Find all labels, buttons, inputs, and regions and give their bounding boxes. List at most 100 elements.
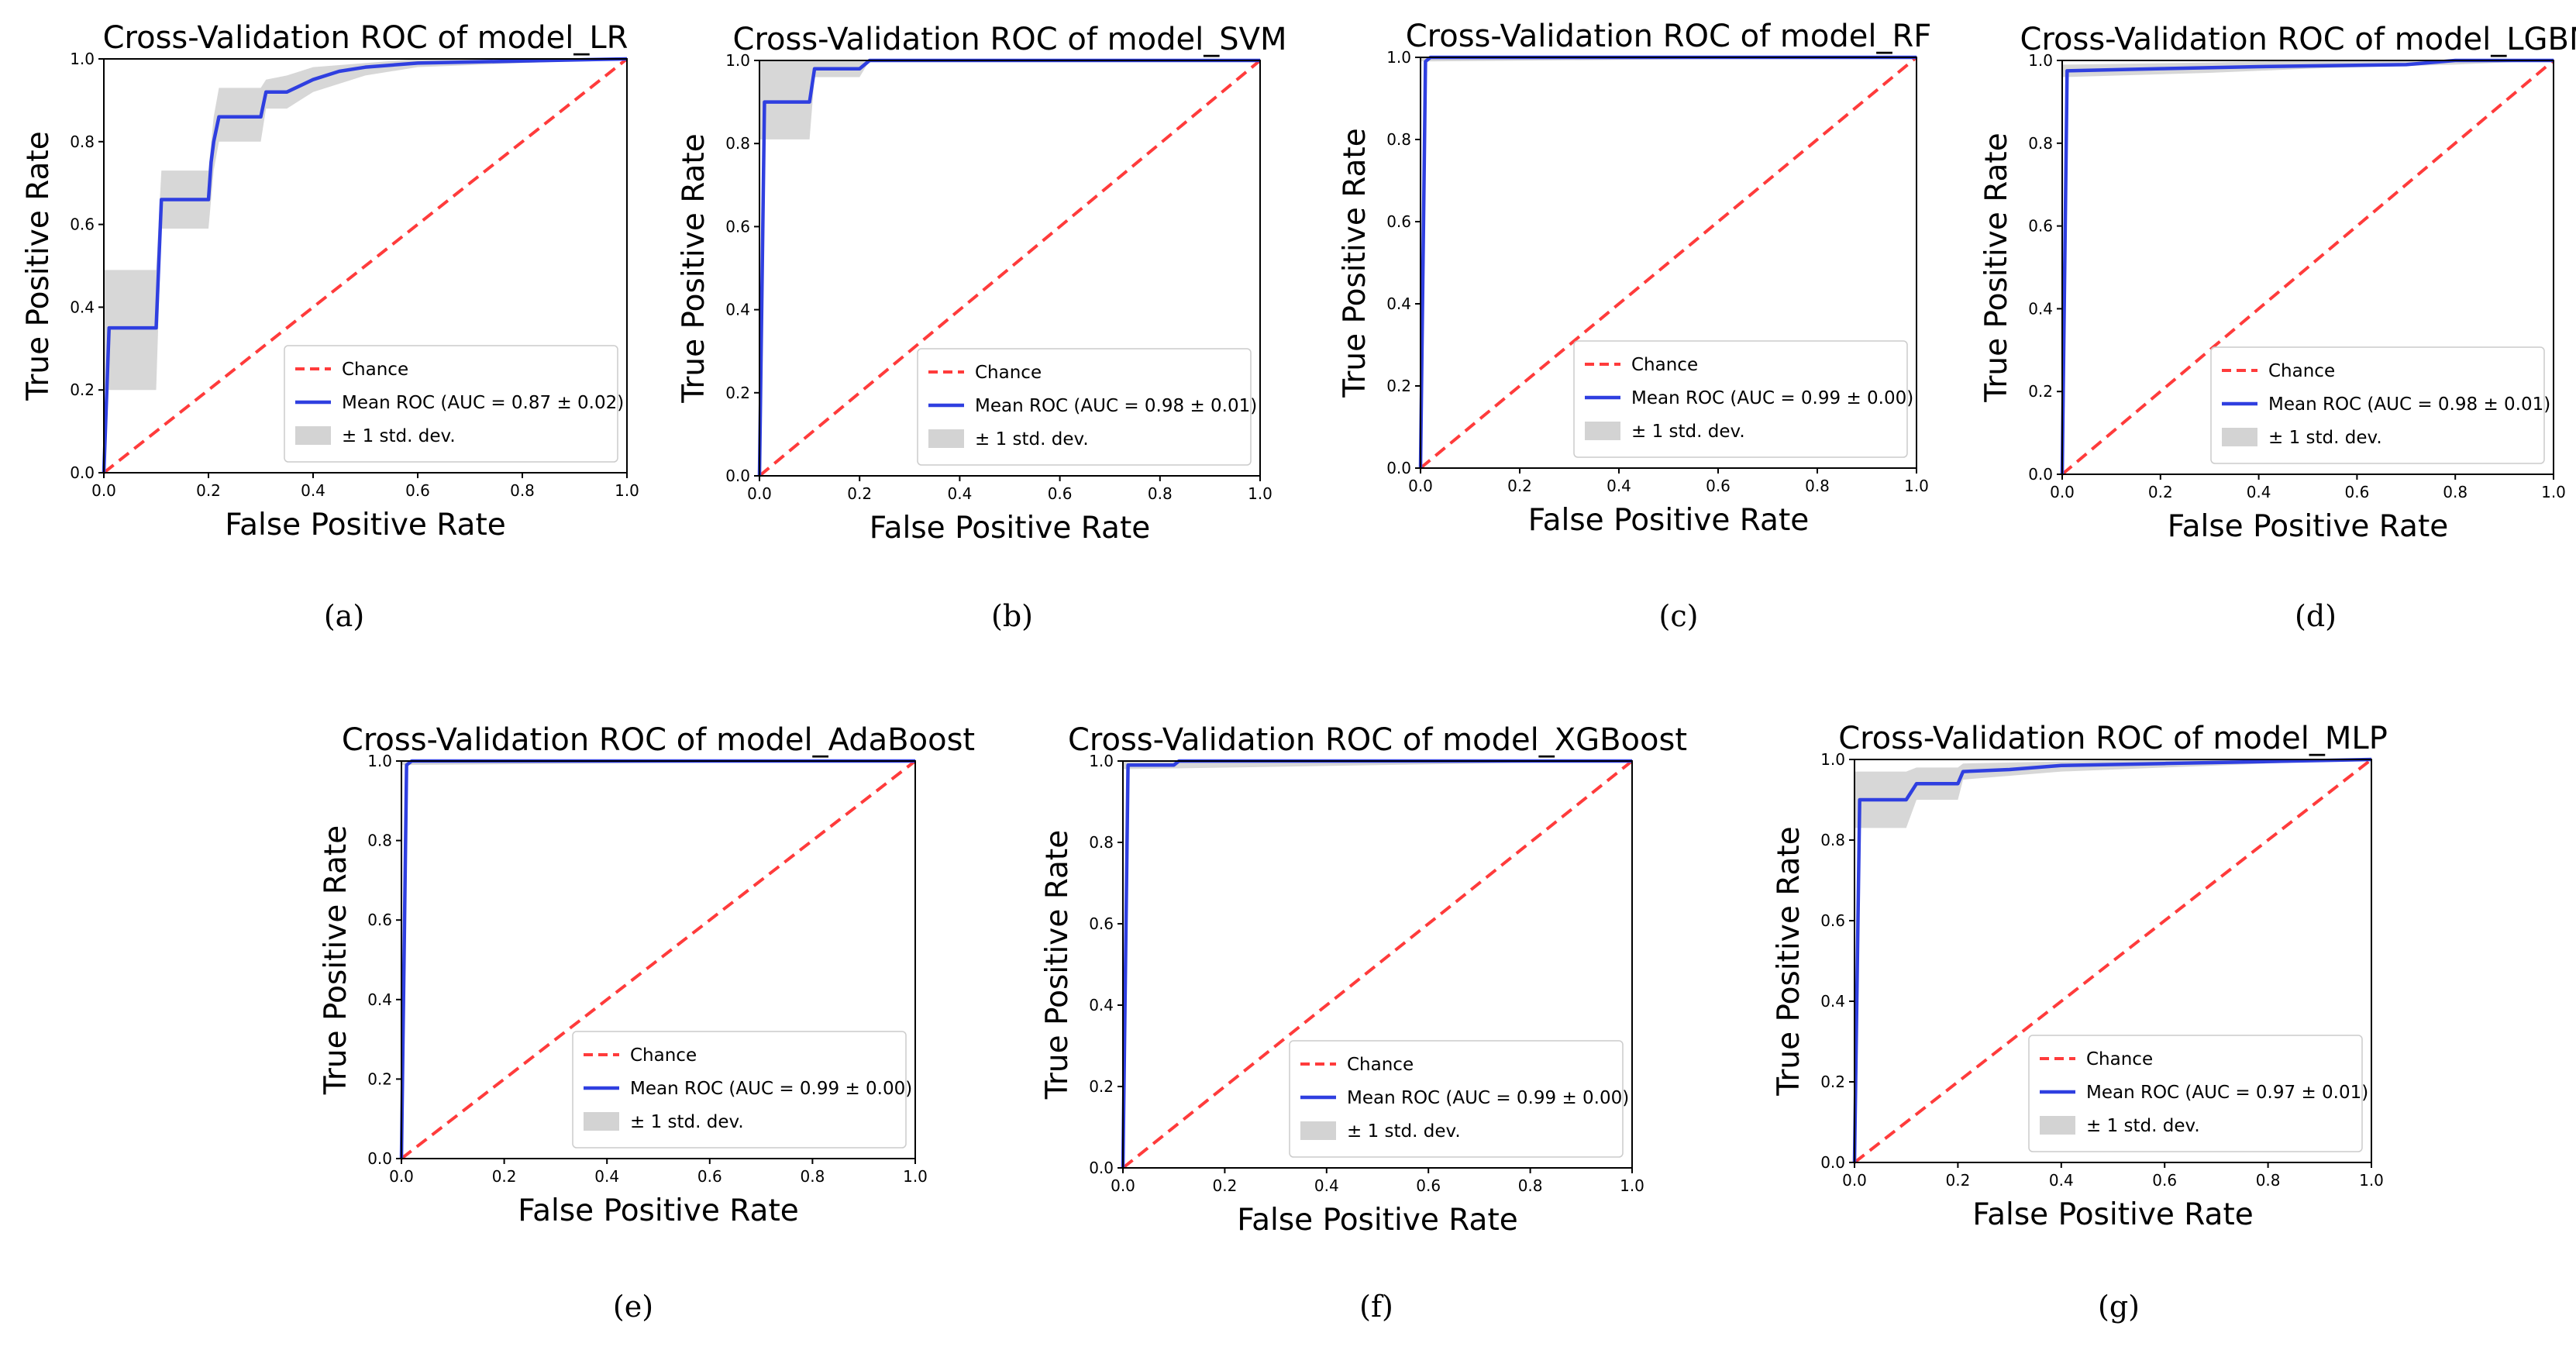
legend-chance-label: Chance xyxy=(342,360,408,380)
x-tick-label: 1.0 xyxy=(1248,484,1273,503)
panel-caption: (b) xyxy=(991,599,1033,633)
y-tick-label: 0.8 xyxy=(1089,833,1114,852)
x-axis-label: False Positive Rate xyxy=(225,508,505,542)
x-tick-label: 0.0 xyxy=(1111,1176,1135,1195)
chart-title: Cross-Validation ROC of model_LGBM xyxy=(2020,22,2576,57)
y-tick-label: 0.6 xyxy=(367,911,392,929)
legend-box xyxy=(284,345,618,463)
x-axis-label: False Positive Rate xyxy=(1972,1197,2253,1232)
x-tick-label: 0.4 xyxy=(594,1167,619,1186)
x-axis-label: False Positive Rate xyxy=(870,511,1150,546)
legend-band-label: ± 1 std. dev. xyxy=(2086,1116,2200,1136)
legend-band-swatch xyxy=(2040,1116,2075,1135)
roc-chart: Cross-Validation ROC of model_RF 0.0 0.2 0.… xyxy=(1338,19,1931,538)
x-axis-label: False Positive Rate xyxy=(1237,1203,1517,1238)
y-tick-label: 1.0 xyxy=(725,51,750,70)
y-tick-label: 0.2 xyxy=(1089,1077,1114,1096)
x-tick-label: 0.0 xyxy=(747,484,772,503)
chart-title: Cross-Validation ROC of model_MLP xyxy=(1838,721,2388,756)
legend: Chance Mean ROC (AUC = 0.97 ± 0.01) ± 1 st… xyxy=(2028,1035,2368,1152)
axes-frame xyxy=(1854,759,2372,1163)
chance-line xyxy=(1853,758,2373,1164)
axes-frame xyxy=(2061,60,2554,475)
legend-chance-label: Chance xyxy=(1631,355,1698,375)
y-tick-label: 0.4 xyxy=(70,298,95,316)
y-tick-label: 0.4 xyxy=(367,990,392,1009)
panel-caption: (c) xyxy=(1658,599,1699,633)
x-tick-label: 0.6 xyxy=(405,481,430,500)
legend-band-swatch xyxy=(1300,1121,1336,1140)
y-tick-label: 0.2 xyxy=(367,1069,392,1088)
y-tick-label: 0.8 xyxy=(725,134,750,153)
axes-frame xyxy=(103,58,628,474)
panel-caption: (d) xyxy=(2295,599,2337,633)
legend-box xyxy=(2210,346,2545,464)
y-tick-label: 0.0 xyxy=(70,463,95,482)
y-tick-label: 0.6 xyxy=(1386,212,1411,231)
y-axis-label: True Positive Rate xyxy=(1979,133,2014,402)
y-tick-label: 0.2 xyxy=(725,384,750,402)
chart-title: Cross-Validation ROC of model_AdaBoost xyxy=(342,722,975,758)
x-tick-label: 1.0 xyxy=(2359,1171,2384,1190)
legend-band-label: ± 1 std. dev. xyxy=(1631,422,1745,442)
x-tick-label: 0.8 xyxy=(1148,484,1173,503)
y-tick-label: 0.8 xyxy=(1820,831,1845,849)
std-dev-band xyxy=(759,60,1260,139)
legend-band-swatch xyxy=(2222,428,2257,446)
legend-roc-label: Mean ROC (AUC = 0.87 ± 0.02) xyxy=(342,393,624,413)
chart-title: Cross-Validation ROC of model_XGBoost xyxy=(1068,722,1687,758)
x-tick-label: 0.2 xyxy=(492,1167,517,1186)
x-axis-label: False Positive Rate xyxy=(2168,509,2448,544)
y-axis-label: True Positive Rate xyxy=(677,133,711,403)
legend-roc-label: Mean ROC (AUC = 0.99 ± 0.00) xyxy=(1631,388,1913,408)
std-dev-band xyxy=(1855,759,2371,828)
legend-box xyxy=(1573,340,1908,458)
roc-panel: Cross-Validation ROC of model_XGBoost 0.0… xyxy=(1038,715,1687,1253)
legend-roc-label: Mean ROC (AUC = 0.99 ± 0.00) xyxy=(1347,1088,1629,1108)
legend-chance-label: Chance xyxy=(1347,1055,1414,1075)
x-tick-label: 0.4 xyxy=(2049,1171,2074,1190)
x-tick-label: 0.4 xyxy=(1607,477,1631,495)
roc-panel: Cross-Validation ROC of model_MLP 0.0 0.2 0… xyxy=(1769,713,2388,1248)
legend: Chance Mean ROC (AUC = 0.98 ± 0.01) ± 1 st… xyxy=(2210,346,2550,464)
roc-chart: Cross-Validation ROC of model_AdaBoost 0.… xyxy=(319,722,975,1228)
y-axis-label: True Positive Rate xyxy=(1040,830,1075,1100)
y-tick-label: 0.8 xyxy=(2028,134,2053,153)
chart-title: Cross-Validation ROC of model_LR xyxy=(103,20,629,56)
x-tick-label: 0.0 xyxy=(1842,1171,1867,1190)
x-tick-label: 1.0 xyxy=(615,481,639,500)
x-tick-label: 0.6 xyxy=(697,1167,722,1186)
x-tick-label: 0.6 xyxy=(1416,1176,1441,1195)
y-tick-label: 0.6 xyxy=(1089,914,1114,933)
y-tick-label: 0.2 xyxy=(1820,1073,1845,1091)
legend-box xyxy=(2028,1035,2363,1152)
mean-roc-line xyxy=(102,57,628,474)
y-tick-label: 0.2 xyxy=(70,381,95,399)
panel-caption: (a) xyxy=(323,599,365,633)
y-tick-label: 0.4 xyxy=(1820,992,1845,1011)
x-tick-label: 0.6 xyxy=(2344,483,2369,501)
y-tick-label: 0.6 xyxy=(70,215,95,234)
y-axis-label: True Positive Rate xyxy=(1338,128,1372,398)
legend-chance-label: Chance xyxy=(975,363,1042,383)
std-dev-band xyxy=(1123,761,1632,770)
axes-frame xyxy=(401,760,916,1159)
y-tick-label: 0.4 xyxy=(1386,294,1411,313)
y-tick-label: 0.8 xyxy=(1386,130,1411,149)
x-tick-label: 0.0 xyxy=(389,1167,414,1186)
x-tick-label: 0.2 xyxy=(196,481,221,500)
y-tick-label: 1.0 xyxy=(2028,51,2053,70)
legend-band-swatch xyxy=(584,1112,619,1131)
legend-roc-label: Mean ROC (AUC = 0.98 ± 0.01) xyxy=(975,396,1257,416)
chance-line xyxy=(102,57,629,474)
legend-band-label: ± 1 std. dev. xyxy=(342,426,456,446)
y-tick-label: 0.2 xyxy=(2028,382,2053,401)
roc-panel: Cross-Validation ROC of model_RF 0.0 0.2 0.… xyxy=(1335,11,1932,553)
roc-chart: Cross-Validation ROC of model_SVM 0.0 0.2 0… xyxy=(677,22,1286,546)
y-tick-label: 0.4 xyxy=(725,301,750,319)
axes-frame xyxy=(1122,760,1633,1169)
roc-chart: Cross-Validation ROC of model_MLP 0.0 0.2 0… xyxy=(1772,721,2388,1232)
y-tick-label: 0.0 xyxy=(1820,1153,1845,1172)
x-axis-label: False Positive Rate xyxy=(518,1193,798,1228)
x-tick-label: 0.0 xyxy=(91,481,116,500)
